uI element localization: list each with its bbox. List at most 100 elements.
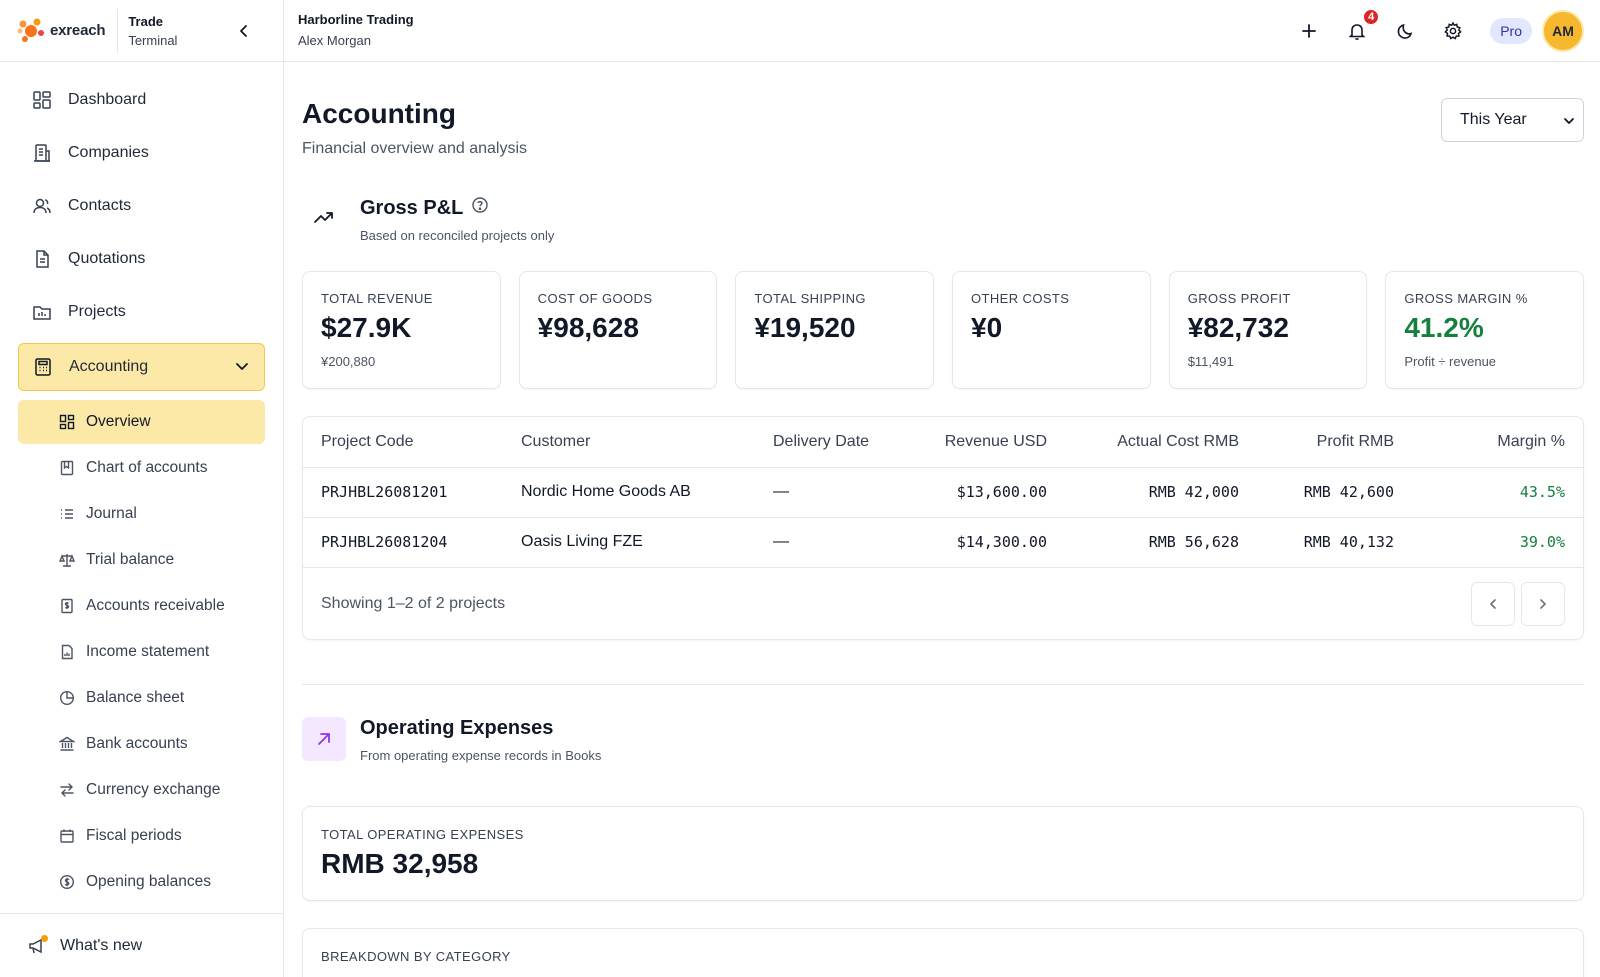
sidebar-item-contacts[interactable]: Contacts [18,184,265,228]
sidebar-subitem-label: Accounts receivable [86,597,225,614]
sidebar-subitem-income-statement[interactable]: Income statement [18,630,265,674]
sidebar-subitem-chart-of-accounts[interactable]: Chart of accounts [18,446,265,490]
sidebar-subitem-label: Bank accounts [86,735,188,752]
sidebar-subitem-overview[interactable]: Overview [18,400,265,444]
kpi-gross-margin: GROSS MARGIN % 41.2% Profit ÷ revenue [1385,271,1585,389]
users-icon [31,195,53,217]
cell-profit: RMB 40,132 [1257,517,1412,568]
bank-icon [58,735,76,753]
list-icon [58,505,76,523]
org-name: Harborline Trading [298,12,414,27]
chevron-down-icon [1563,114,1575,132]
sidebar-subitem-label: Trial balance [86,551,175,568]
table-row[interactable]: PRJHBL26081204 Oasis Living FZE — $14,30… [303,517,1583,568]
sidebar-subitem-label: Opening balances [86,873,211,890]
receipt-icon [58,597,76,615]
cell-margin: 39.0% [1412,517,1583,568]
gross-pl-subtitle: Based on reconciled projects only [360,228,555,243]
column-header[interactable]: Delivery Date [755,417,905,468]
cell-delivery-date: — [755,467,905,518]
column-header[interactable]: Revenue USD [905,417,1065,468]
kpi-value: ¥0 [971,312,1003,343]
arrow-up-right-icon [302,717,346,761]
sidebar-subitem-label: Overview [86,413,151,430]
period-select[interactable]: This Year [1441,98,1584,142]
column-header[interactable]: Margin % [1412,417,1583,468]
plan-badge[interactable]: Pro [1490,18,1532,44]
kpi-total-revenue: TOTAL REVENUE $27.9K ¥200,880 [302,271,501,389]
projects-table-card: Project Code Customer Delivery Date Reve… [302,416,1584,640]
page-subtitle: Financial overview and analysis [302,140,527,157]
sidebar-subitem-fiscal-periods[interactable]: Fiscal periods [18,814,265,858]
projects-table: Project Code Customer Delivery Date Reve… [303,417,1583,568]
notifications-button[interactable]: 4 [1346,8,1381,42]
sidebar-subitem-label: Chart of accounts [86,459,208,476]
kpi-gross-profit: GROSS PROFIT ¥82,732 $11,491 [1168,271,1368,389]
column-header[interactable]: Project Code [303,417,503,468]
whats-new-button[interactable]: What's new [0,913,283,977]
table-footer: Showing 1–2 of 2 projects [303,568,1583,640]
sidebar-subitem-currency-exchange[interactable]: Currency exchange [18,768,265,812]
sidebar-subitem-bank-accounts[interactable]: Bank accounts [18,722,265,766]
sidebar-item-label: Projects [68,303,126,320]
sidebar-item-quotations[interactable]: Quotations [18,237,265,281]
sidebar-subitem-opening-balances[interactable]: Opening balances [18,860,265,904]
help-icon[interactable] [471,196,489,220]
column-header[interactable]: Actual Cost RMB [1065,417,1257,468]
next-page-button[interactable] [1521,581,1565,626]
kpi-other-costs: OTHER COSTS ¥0 [952,271,1151,389]
sidebar: exreach Trade Terminal Dashboard Compani… [0,0,284,977]
sidebar-subitem-journal[interactable]: Journal [18,492,265,536]
grid-icon [58,413,76,431]
section-divider [302,684,1584,685]
table-header-row: Project Code Customer Delivery Date Reve… [303,417,1583,468]
sidebar-item-projects[interactable]: Projects [18,290,265,334]
theme-toggle-button[interactable] [1394,20,1416,42]
cell-project-code[interactable]: PRJHBL26081201 [303,467,503,518]
sidebar-subitem-accounts-receivable[interactable]: Accounts receivable [18,584,265,628]
add-button[interactable] [1298,20,1320,42]
kpi-subvalue: Profit ÷ revenue [1404,354,1497,369]
sidebar-subitem-balance-sheet[interactable]: Balance sheet [18,676,265,720]
sidebar-item-label: Companies [68,144,149,161]
breakdown-card: BREAKDOWN BY CATEGORY [302,928,1584,977]
chevron-left-icon [240,25,247,37]
page-title: Accounting [302,98,456,129]
user-name: Alex Morgan [298,33,371,48]
cell-actual-cost: RMB 56,628 [1065,517,1257,568]
exchange-icon [58,781,76,799]
opex-total-card: TOTAL OPERATING EXPENSES RMB 32,958 [302,806,1584,901]
kpi-label: COST OF GOODS [537,291,653,306]
sidebar-subitem-trial-balance[interactable]: Trial balance [18,538,265,582]
cell-delivery-date: — [755,517,905,568]
trending-up-icon [302,196,346,240]
book-icon [58,459,76,477]
column-header[interactable]: Profit RMB [1257,417,1412,468]
calendar-icon [58,827,76,845]
column-header[interactable]: Customer [503,417,755,468]
chevron-left-icon [1490,598,1496,609]
opex-total-label: TOTAL OPERATING EXPENSES [321,827,524,842]
app-name-line1: Trade [128,13,163,29]
logo[interactable]: exreach [16,16,106,46]
table-row[interactable]: PRJHBL26081201 Nordic Home Goods AB — $1… [303,467,1583,518]
sidebar-item-accounting[interactable]: Accounting [18,343,265,391]
sidebar-item-companies[interactable]: Companies [18,131,265,175]
collapse-sidebar-button[interactable] [235,22,253,40]
dollar-circle-icon [58,873,76,891]
app-name-line2: Terminal [128,32,178,48]
cell-project-code[interactable]: PRJHBL26081204 [303,517,503,568]
avatar[interactable]: AM [1542,10,1584,52]
breakdown-label: BREAKDOWN BY CATEGORY [321,949,511,964]
org-switcher[interactable]: Harborline Trading Alex Morgan [298,12,414,48]
kpi-subvalue: ¥200,880 [321,354,376,369]
sidebar-item-label: Dashboard [68,91,147,108]
kpi-label: TOTAL REVENUE [321,291,433,306]
chevron-right-icon [1540,598,1546,609]
brand-header: exreach Trade Terminal [0,0,283,62]
gross-pl-title: Gross P&L [360,196,464,219]
kpi-value: 41.2% [1404,312,1484,343]
prev-page-button[interactable] [1471,581,1515,626]
settings-button[interactable] [1442,20,1464,42]
sidebar-item-dashboard[interactable]: Dashboard [18,78,265,122]
